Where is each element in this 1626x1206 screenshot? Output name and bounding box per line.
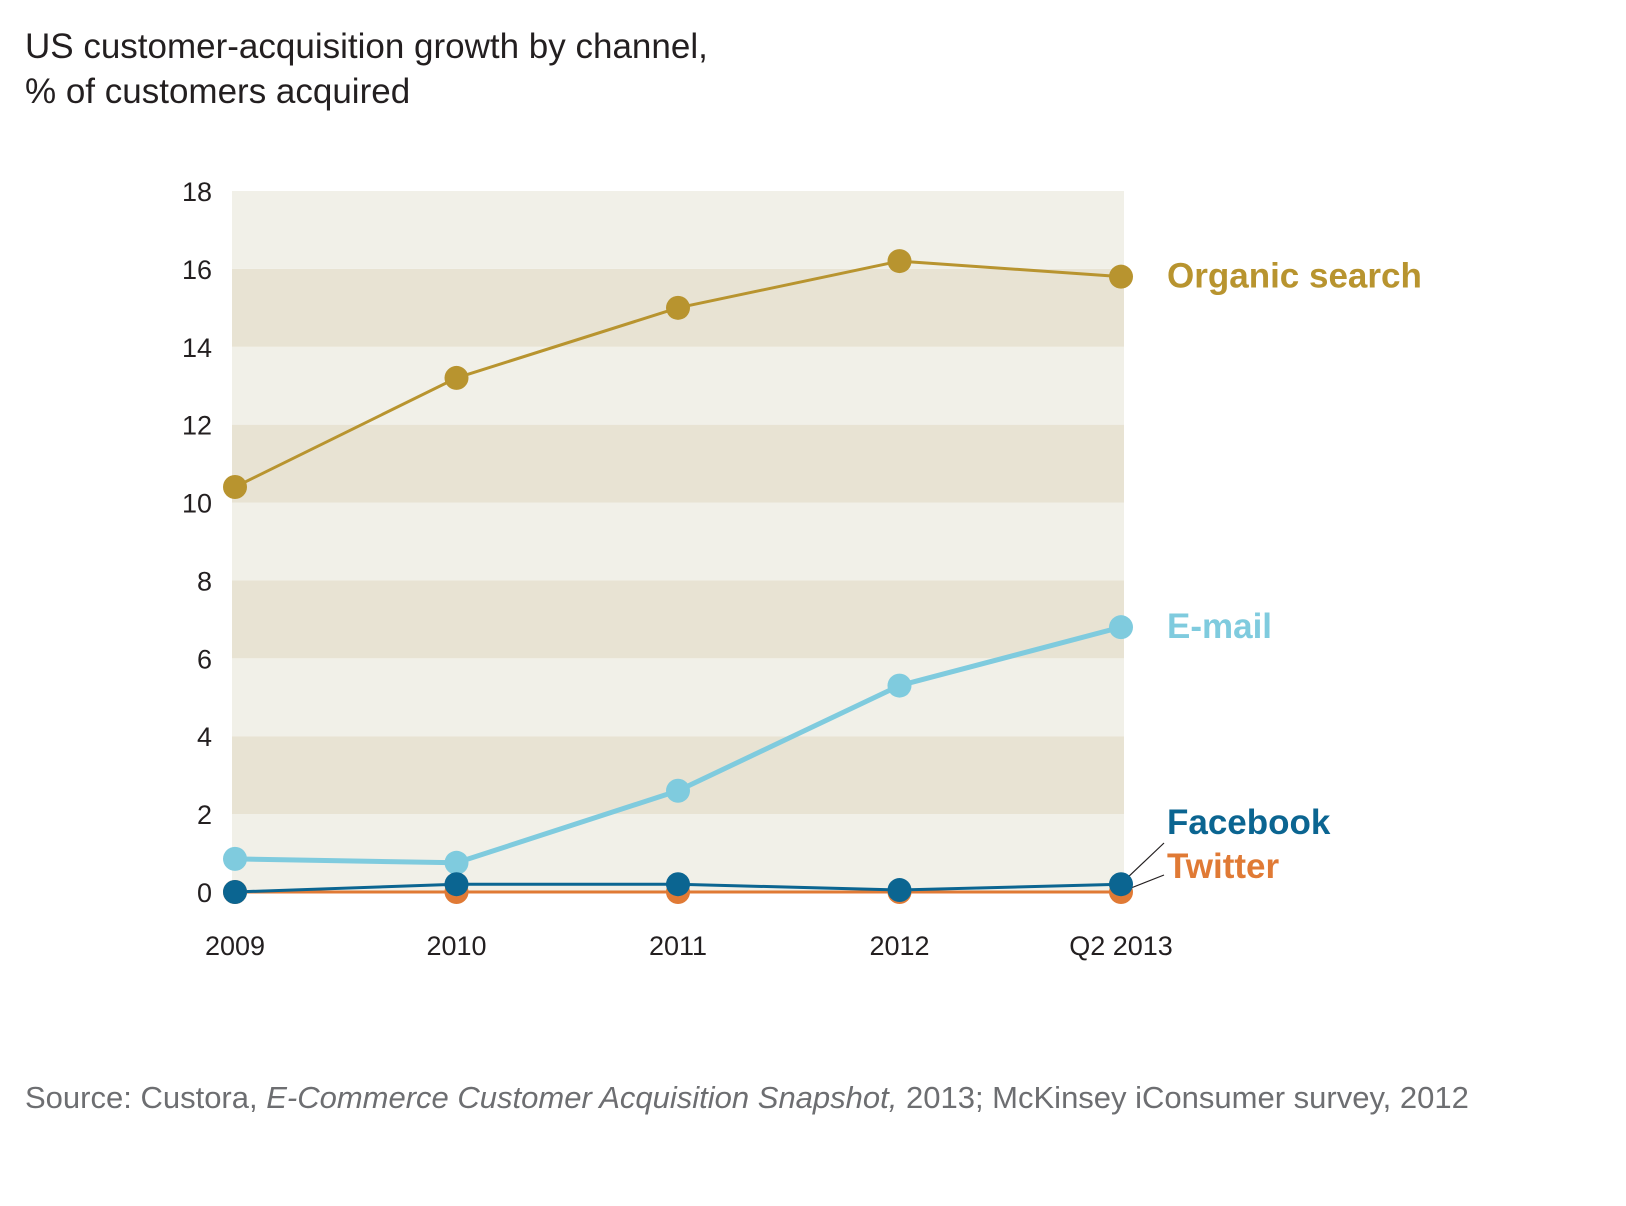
source-prefix: Source: Custora, — [25, 1080, 267, 1115]
y-tick-label: 4 — [197, 722, 212, 752]
source-suffix: 2013; McKinsey iConsumer survey, 2012 — [897, 1080, 1469, 1115]
data-point-e-mail — [887, 673, 912, 698]
data-point-e-mail — [223, 846, 247, 871]
background-bands — [232, 191, 1124, 892]
x-tick-label: 2011 — [649, 931, 707, 961]
y-tick-label: 14 — [182, 333, 212, 363]
source-title: E-Commerce Customer Acquisition Snapshot… — [266, 1080, 898, 1115]
data-point-facebook — [1109, 872, 1133, 897]
data-point-facebook — [666, 872, 690, 897]
x-tick-label: Q2 2013 — [1069, 931, 1173, 961]
background-band — [232, 424, 1124, 503]
series-label-organic-search: Organic search — [1167, 257, 1422, 296]
series-label-e-mail: E-mail — [1167, 607, 1272, 646]
data-point-facebook — [887, 878, 912, 903]
y-tick-label: 0 — [197, 878, 212, 908]
series-label-facebook: Facebook — [1167, 803, 1331, 842]
data-point-organic-search — [666, 295, 690, 320]
y-tick-label: 6 — [197, 644, 212, 674]
background-band — [232, 191, 1124, 269]
data-point-facebook — [223, 880, 247, 904]
x-tick-label: 2009 — [205, 931, 265, 961]
chart-title: US customer-acquisition growth by channe… — [25, 24, 708, 114]
data-point-organic-search — [887, 249, 912, 274]
x-axis-ticks: 2009 2010 2011 2012 Q2 2013 — [205, 931, 1173, 961]
background-band — [232, 658, 1124, 737]
background-band — [232, 346, 1124, 425]
leader-line-twitter — [1130, 874, 1165, 889]
y-tick-label: 8 — [197, 566, 212, 596]
source-note: Source: Custora, E-Commerce Customer Acq… — [25, 1077, 1505, 1119]
label-leader-lines — [1128, 842, 1165, 889]
background-band — [232, 580, 1124, 659]
series-label-twitter: Twitter — [1167, 847, 1280, 886]
background-band — [232, 502, 1124, 581]
data-point-e-mail — [444, 850, 469, 875]
y-tick-label: 10 — [182, 489, 212, 519]
leader-line-facebook — [1128, 842, 1165, 877]
chart-title-line-1: US customer-acquisition growth by channe… — [25, 27, 708, 66]
y-tick-label: 16 — [182, 255, 212, 285]
y-axis-ticks: 0 2 4 6 8 10 12 14 16 18 — [182, 177, 212, 908]
data-point-e-mail — [666, 778, 690, 803]
series-points — [223, 249, 1133, 904]
data-point-e-mail — [1109, 615, 1133, 640]
data-point-facebook — [444, 872, 469, 897]
data-point-organic-search — [1109, 264, 1133, 289]
data-point-organic-search — [223, 474, 247, 499]
x-tick-label: 2010 — [426, 931, 486, 961]
x-tick-label: 2012 — [869, 931, 929, 961]
series-labels: Organic search E-mail Facebook Twitter — [1167, 257, 1422, 886]
chart-title-line-2: % of customers acquired — [25, 72, 411, 111]
data-point-organic-search — [444, 365, 469, 390]
y-tick-label: 2 — [197, 800, 212, 830]
y-tick-label: 12 — [182, 411, 212, 441]
y-tick-label: 18 — [182, 177, 212, 207]
